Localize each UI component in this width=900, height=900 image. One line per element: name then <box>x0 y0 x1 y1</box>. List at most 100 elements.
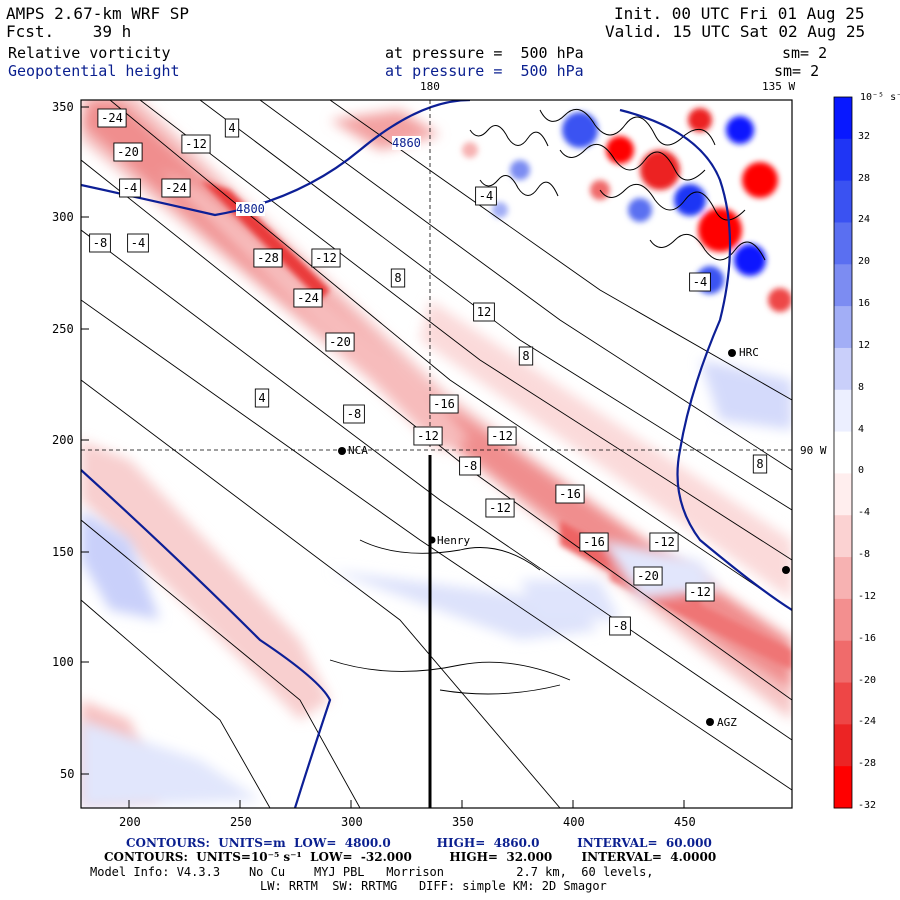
contour-label-text: -4 <box>479 189 493 203</box>
contour-label-text: 8 <box>756 457 763 471</box>
station-agz-label: AGZ <box>717 716 737 729</box>
contour-label-text: -8 <box>93 236 107 250</box>
contour-label-text: -8 <box>463 459 477 473</box>
height-label-4860: 4860 <box>392 136 421 150</box>
contour-label-box <box>459 456 481 476</box>
contour-label-box <box>485 498 515 518</box>
colorbar-label: 12 <box>858 339 871 351</box>
x-tick-250: 250 <box>230 815 252 829</box>
field2-level: at pressure = 500 hPa <box>385 62 584 80</box>
contour-label-text: -24 <box>297 291 319 305</box>
colorbar-label: 32 <box>858 130 871 142</box>
colorbar-label: -16 <box>858 632 877 644</box>
x-tick-450: 450 <box>674 815 696 829</box>
contour-label-text: -12 <box>653 535 675 549</box>
colorbar-label: -28 <box>858 758 877 770</box>
colorbar-swatch <box>834 598 852 642</box>
y-tick-200: 200 <box>52 433 74 447</box>
model-title: AMPS 2.67-km WRF SP <box>6 4 190 23</box>
colorbar-label: 16 <box>858 298 871 310</box>
colorbar-label: -20 <box>858 674 877 686</box>
contour-label-box <box>127 233 149 253</box>
colorbar-swatch <box>834 97 852 140</box>
height-contours <box>81 100 792 808</box>
vorticity-contours <box>81 100 792 808</box>
lat-label-90w: 90 W <box>800 444 827 457</box>
x-tick-350: 350 <box>452 815 474 829</box>
contour-label-text: -16 <box>583 535 605 549</box>
contour-label-text: -28 <box>257 251 279 265</box>
lon-label-180: 180 <box>420 80 440 93</box>
station-edge-marker <box>782 566 790 574</box>
x-tick-400: 400 <box>563 815 585 829</box>
contour-label-text: -16 <box>433 397 455 411</box>
colorbar-label: 8 <box>858 381 865 393</box>
contour-label-text: -4 <box>693 275 707 289</box>
colorbar-label: 4 <box>858 423 865 435</box>
station-henry-label: Henry <box>437 534 471 547</box>
colorbar-swatch <box>834 222 852 265</box>
colorbar-swatch <box>834 682 852 725</box>
contour-label-box <box>413 426 443 446</box>
contour-label-box <box>325 332 355 352</box>
contour-label-text: 4 <box>228 121 235 135</box>
lon-label-135w: 135 W <box>762 80 796 93</box>
contour-label-text: 4 <box>258 391 265 405</box>
contour-label-text: -24 <box>165 181 187 195</box>
station-hrc-marker <box>728 349 736 357</box>
colorbar-swatch <box>834 264 852 307</box>
contour-label-text: -8 <box>613 619 627 633</box>
colorbar-unit: 10⁻⁵ s⁻¹ <box>860 92 900 103</box>
contour-label-box <box>633 566 663 586</box>
y-tick-150: 150 <box>52 545 74 559</box>
colorbar-swatch <box>834 557 852 600</box>
contour-label-box <box>293 288 323 308</box>
station-hrc-label: HRC <box>739 346 759 359</box>
contour-label-text: -4 <box>131 236 145 250</box>
height-label-4800: 4800 <box>236 202 265 216</box>
contour-label-text: -20 <box>329 335 351 349</box>
field1-name: Relative vorticity <box>8 44 171 62</box>
footer-physics-info: LW: RRTM SW: RRTMG DIFF: simple KM: 2D S… <box>260 879 607 893</box>
colorbar-label: -24 <box>858 716 877 728</box>
contour-label-text: -12 <box>417 429 439 443</box>
contour-label-box <box>649 532 679 552</box>
forecast-hour: Fcst. 39 h <box>6 22 132 41</box>
contour-label-box <box>429 394 459 414</box>
colorbar-swatch <box>834 515 852 558</box>
colorbar <box>833 96 853 809</box>
colorbar-label: 28 <box>858 172 871 184</box>
contour-label-box <box>475 186 497 206</box>
contour-label-box <box>89 233 111 253</box>
init-time: Init. 00 UTC Fri 01 Aug 25 <box>614 4 865 23</box>
y-tick-350: 350 <box>52 100 74 114</box>
station-markers <box>338 349 790 726</box>
contour-label-text: -12 <box>491 429 513 443</box>
field1-level: at pressure = 500 hPa <box>385 44 584 62</box>
contour-label-text: -20 <box>637 569 659 583</box>
map-fill-layer <box>81 100 792 808</box>
y-tick-250: 250 <box>52 322 74 336</box>
colorbar-label: -8 <box>858 549 871 561</box>
contour-label-box <box>119 178 141 198</box>
y-tick-50: 50 <box>60 767 75 781</box>
contour-label-text: 8 <box>522 349 529 363</box>
colorbar-label: -4 <box>858 507 871 519</box>
station-henry-marker <box>428 536 436 544</box>
station-nca-label: NCA <box>348 444 368 457</box>
y-tick-100: 100 <box>52 655 74 669</box>
colorbar-swatch <box>834 766 852 809</box>
contour-label-box <box>390 268 406 288</box>
contour-label-text: 12 <box>477 305 491 319</box>
contour-label-box <box>161 178 191 198</box>
colorbar-swatch <box>834 431 852 474</box>
contour-label-text: -4 <box>123 181 137 195</box>
contour-label-text: -16 <box>559 487 581 501</box>
contour-label-box <box>343 404 365 424</box>
y-tick-300: 300 <box>52 210 74 224</box>
valid-time: Valid. 15 UTC Sat 02 Aug 25 <box>605 22 866 41</box>
contour-label-text: 8 <box>394 271 401 285</box>
contour-label-box <box>113 142 143 162</box>
field2-smoothing: sm= 2 <box>774 62 820 80</box>
